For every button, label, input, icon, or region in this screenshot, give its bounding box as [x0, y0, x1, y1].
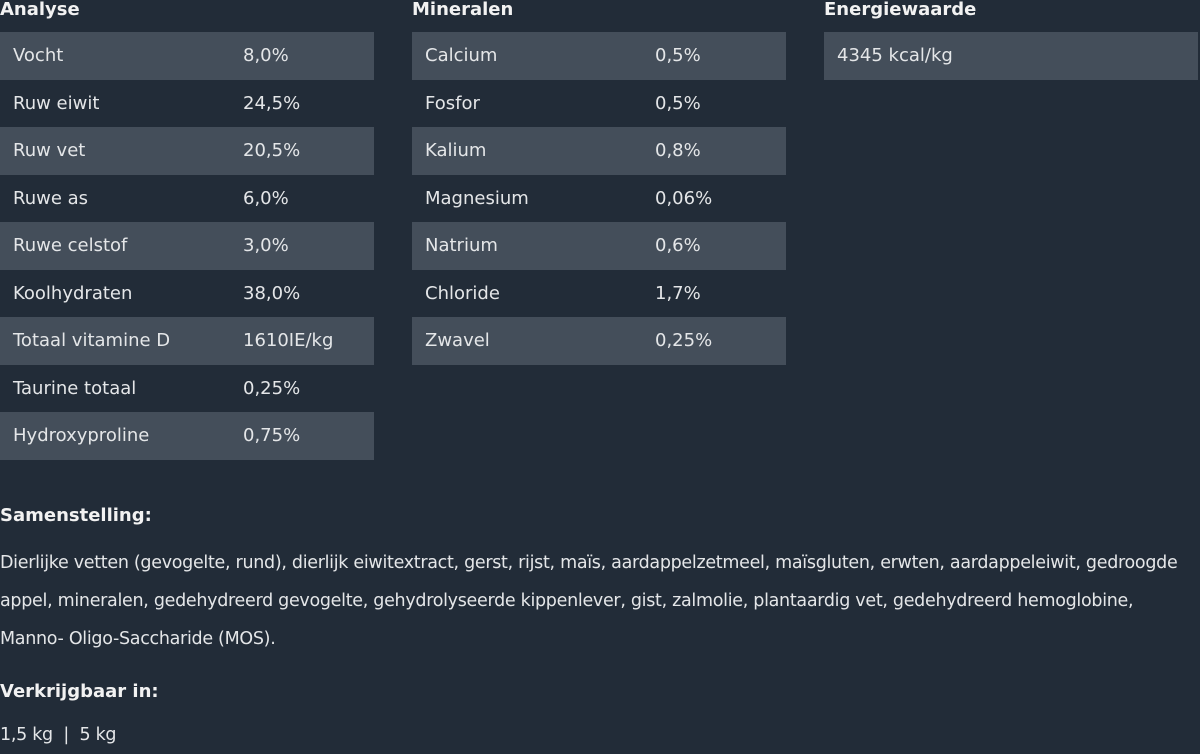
table-row: Natrium 0,6% [412, 222, 786, 270]
table-row: Fosfor 0,5% [412, 80, 786, 128]
row-value: 0,25% [243, 377, 301, 399]
table-row: Zwavel 0,25% [412, 317, 786, 365]
row-value: 20,5% [243, 140, 301, 162]
table-row: Ruw vet 20,5% [0, 127, 374, 175]
row-label: Calcium [425, 45, 498, 67]
energie-title: Energiewaarde [824, 0, 977, 20]
row-value: 0,75% [243, 425, 301, 447]
row-value: 0,25% [655, 330, 713, 352]
row-label: Kalium [425, 140, 487, 162]
mineralen-table: Mineralen Calcium 0,5% Fosfor 0,5% Kalium 0,8%… [412, 0, 786, 365]
row-value: 0,5% [655, 45, 701, 67]
table-row: Totaal vitamine D 1610IE/kg [0, 317, 374, 365]
row-label: Koolhydraten [13, 282, 133, 304]
energie-table: Energiewaarde 4345 kcal/kg [824, 0, 1198, 80]
table-row: Taurine totaal 0,25% [0, 365, 374, 413]
table-row: 4345 kcal/kg [824, 32, 1198, 80]
table-row: Magnesium 0,06% [412, 175, 786, 223]
row-label: Ruwe celstof [13, 235, 128, 257]
row-value: 1610IE/kg [243, 330, 334, 352]
row-label: Taurine totaal [13, 377, 137, 399]
row-label: Hydroxyproline [13, 425, 150, 447]
mineralen-title: Mineralen [412, 0, 514, 20]
verkrijgbaar-text: 1,5 kg | 5 kg [0, 725, 117, 745]
verkrijgbaar-title: Verkrijgbaar in: [0, 681, 159, 702]
row-value: 24,5% [243, 92, 301, 114]
row-label: Natrium [425, 235, 498, 257]
analyse-table: Analyse Vocht 8,0% Ruw eiwit 24,5% Ruw vet 20,… [0, 0, 374, 460]
row-value: 0,8% [655, 140, 701, 162]
row-value: 8,0% [243, 45, 289, 67]
table-row: Vocht 8,0% [0, 32, 374, 80]
analyse-title: Analyse [0, 0, 80, 20]
table-row: Koolhydraten 38,0% [0, 270, 374, 318]
row-label: Totaal vitamine D [13, 330, 171, 352]
row-label: Magnesium [425, 187, 529, 209]
samenstelling-text: Dierlijke vetten (gevogelte, rund), dier… [0, 553, 1178, 649]
row-value: 38,0% [243, 282, 301, 304]
table-row: Chloride 1,7% [412, 270, 786, 318]
samenstelling-title: Samenstelling: [0, 505, 152, 526]
table-row: Ruwe as 6,0% [0, 175, 374, 223]
row-value: 3,0% [243, 235, 289, 257]
row-label: Vocht [13, 45, 64, 67]
row-label: Zwavel [425, 330, 490, 352]
row-label: Ruwe as [13, 187, 89, 209]
row-label: Fosfor [425, 92, 480, 114]
table-row: Kalium 0,8% [412, 127, 786, 175]
table-row: Hydroxyproline 0,75% [0, 412, 374, 460]
row-value: 0,6% [655, 235, 701, 257]
row-label: 4345 kcal/kg [837, 45, 953, 67]
table-row: Calcium 0,5% [412, 32, 786, 80]
row-label: Ruw eiwit [13, 92, 100, 114]
table-row: Ruwe celstof 3,0% [0, 222, 374, 270]
verkrijgbaar-section: Verkrijgbaar in: 1,5 kg | 5 kg [0, 681, 1200, 754]
row-value: 0,06% [655, 187, 713, 209]
row-label: Ruw vet [13, 140, 86, 162]
samenstelling-section: Samenstelling: Dierlijke vetten (gevogel… [0, 505, 1200, 658]
row-value: 1,7% [655, 282, 701, 304]
row-value: 0,5% [655, 92, 701, 114]
row-label: Chloride [425, 282, 500, 304]
row-value: 6,0% [243, 187, 289, 209]
table-row: Ruw eiwit 24,5% [0, 80, 374, 128]
